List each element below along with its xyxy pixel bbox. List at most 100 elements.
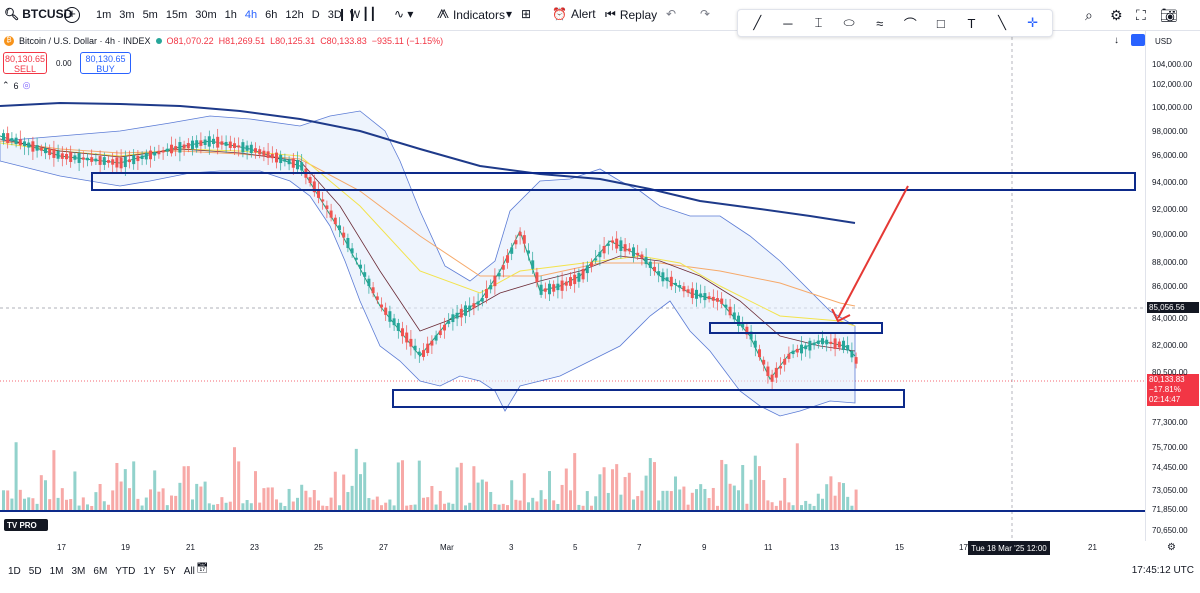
volume-bar bbox=[829, 476, 833, 510]
interval-W[interactable]: W bbox=[349, 9, 361, 21]
candle bbox=[648, 261, 652, 268]
candle bbox=[23, 141, 26, 146]
volume-bar bbox=[258, 502, 262, 510]
candle bbox=[333, 217, 337, 225]
volume-bar bbox=[375, 496, 379, 510]
indicators-button[interactable]: ⨇ Indicators bbox=[437, 7, 505, 22]
chart-type-icon[interactable]: ❙❙ bbox=[337, 7, 358, 21]
volume-bar bbox=[44, 480, 47, 510]
range-YTD[interactable]: YTD bbox=[115, 565, 136, 577]
crosshair-price-tag: 85,056.56 bbox=[1147, 302, 1199, 313]
volume-bar bbox=[548, 471, 551, 510]
price-axis[interactable]: USD 85,056.56 80,133.83 −17.81% 02:14:47… bbox=[1145, 31, 1200, 541]
date-range-icon[interactable]: 📅︎ bbox=[196, 563, 209, 574]
volume-bar bbox=[401, 460, 404, 510]
candle bbox=[560, 280, 564, 291]
text-tool-icon[interactable]: T bbox=[967, 15, 976, 31]
range-3M[interactable]: 3M bbox=[71, 565, 86, 577]
brush-icon[interactable]: ╱ bbox=[753, 15, 762, 30]
volume-bar bbox=[123, 469, 127, 510]
volume-bar bbox=[300, 484, 304, 510]
add-symbol-button[interactable]: + bbox=[64, 7, 80, 23]
price-label: 104,000.00 bbox=[1152, 60, 1193, 69]
currency-label[interactable]: USD bbox=[1155, 37, 1172, 46]
candle bbox=[359, 264, 362, 269]
range-1D[interactable]: 1D bbox=[8, 565, 21, 577]
range-5Y[interactable]: 5Y bbox=[163, 565, 176, 577]
line-chart-icon[interactable]: ∿ ▾ bbox=[394, 7, 414, 21]
interval-4h[interactable]: 4h bbox=[244, 9, 258, 21]
volume-bar bbox=[287, 488, 291, 510]
zoom-icon[interactable]: ⌕ bbox=[1085, 7, 1093, 23]
range-6M[interactable]: 6M bbox=[93, 565, 108, 577]
volume-bar bbox=[842, 483, 845, 510]
volume-bar bbox=[296, 497, 299, 510]
interval-6h[interactable]: 6h bbox=[265, 9, 278, 21]
scale-down-icon[interactable]: ↓ bbox=[1114, 35, 1119, 46]
interval-12h[interactable]: 12h bbox=[285, 9, 304, 21]
buy-button[interactable]: 80,130.65 BUY bbox=[80, 52, 131, 74]
candle bbox=[585, 265, 589, 274]
crosshair-icon[interactable]: ✛ bbox=[1027, 15, 1039, 30]
interval-15m[interactable]: 15m bbox=[165, 9, 188, 21]
candle bbox=[602, 245, 606, 254]
ray-icon[interactable]: ╲ bbox=[998, 15, 1006, 30]
path-icon[interactable]: ≈ bbox=[876, 15, 884, 31]
range-1M[interactable]: 1M bbox=[49, 565, 64, 577]
sell-button[interactable]: 80,130.65 SELL bbox=[3, 52, 47, 74]
replay-button[interactable]: ⏮ Replay bbox=[605, 7, 658, 22]
time-axis[interactable]: 17 19 21 23 25 27 Mar 3 5 7 9 11 13 15 17 21 bbox=[0, 541, 1145, 555]
resistance-zone-upper bbox=[91, 172, 1136, 191]
candle bbox=[476, 301, 480, 305]
bollinger-band bbox=[0, 110, 856, 417]
measure-icon[interactable]: ⌶ bbox=[814, 15, 823, 30]
curve-icon[interactable]: ⌒ bbox=[903, 16, 917, 32]
volume-bar bbox=[661, 490, 665, 510]
candle bbox=[228, 141, 232, 148]
camera-icon[interactable]: 📷︎ bbox=[1160, 7, 1178, 23]
candle bbox=[489, 285, 493, 290]
dropdown-icon[interactable]: ▾ bbox=[506, 7, 513, 21]
horizontal-line-icon[interactable]: ─ bbox=[783, 15, 793, 31]
interval-1m[interactable]: 1m bbox=[96, 9, 112, 21]
candle bbox=[711, 296, 715, 301]
volume-bar bbox=[560, 484, 564, 510]
volume-bar bbox=[573, 453, 577, 510]
range-5D[interactable]: 5D bbox=[28, 565, 42, 577]
interval-5m[interactable]: 5m bbox=[142, 9, 158, 21]
candle bbox=[611, 240, 614, 243]
volume-bar bbox=[531, 497, 535, 510]
interval-1h[interactable]: 1h bbox=[224, 9, 237, 21]
interval-3m[interactable]: 3m bbox=[119, 9, 135, 21]
utc-clock[interactable]: 17:45:12 UTC bbox=[1131, 565, 1194, 576]
candle bbox=[165, 148, 169, 152]
interval-3D[interactable]: 3D bbox=[327, 9, 342, 21]
axis-settings-icon[interactable]: ⚙ bbox=[1167, 542, 1176, 553]
volume-bar bbox=[724, 464, 728, 510]
tradingview-logo: TV PRO bbox=[4, 519, 48, 531]
range-1Y[interactable]: 1Y bbox=[143, 565, 156, 577]
chart-canvas[interactable] bbox=[0, 31, 1145, 541]
volume-bar bbox=[535, 501, 539, 510]
interval-D[interactable]: D bbox=[311, 9, 320, 21]
volume-bar bbox=[270, 487, 274, 510]
indicator-toggle[interactable]: ⌃ 6 ◎ bbox=[2, 80, 30, 91]
layouts-icon[interactable]: ⊞ bbox=[521, 7, 532, 21]
rectangle-icon[interactable]: □ bbox=[936, 15, 945, 31]
settings-icon[interactable]: ⚙ bbox=[1110, 7, 1123, 23]
volume-bar bbox=[191, 499, 194, 510]
interval-30m[interactable]: 30m bbox=[195, 9, 217, 21]
scale-mode-icon[interactable] bbox=[1131, 34, 1145, 46]
volume-bar bbox=[317, 500, 320, 510]
ellipse-icon[interactable]: ⬭ bbox=[843, 15, 855, 30]
volume-bar bbox=[291, 501, 295, 510]
symbol-search[interactable]: 🔍︎ BTCUSD bbox=[4, 7, 72, 21]
candles-icon[interactable]: ┃┃ bbox=[362, 7, 377, 21]
volume-bar bbox=[195, 483, 199, 510]
redo-icon[interactable]: ↷ bbox=[700, 7, 711, 21]
fullscreen-icon[interactable]: ⛶ bbox=[1136, 7, 1146, 23]
undo-icon[interactable]: ↶ bbox=[666, 7, 677, 21]
range-All[interactable]: All bbox=[183, 565, 195, 577]
alert-button[interactable]: ⏰ Alert bbox=[552, 7, 596, 21]
candle bbox=[539, 284, 543, 295]
